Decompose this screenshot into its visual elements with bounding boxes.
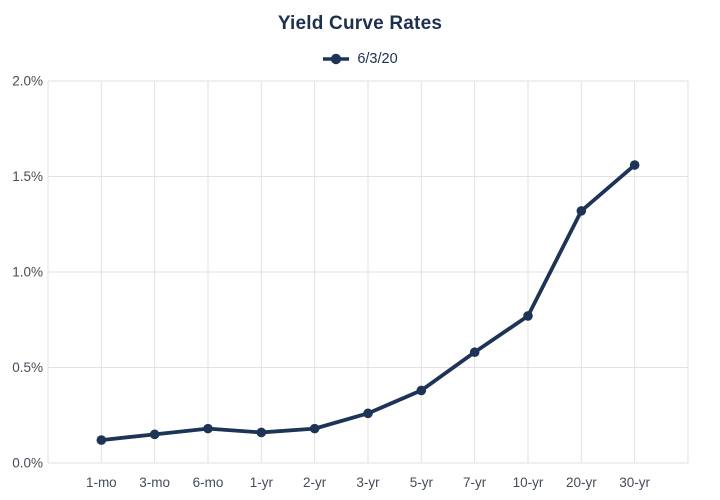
x-axis-tick-label: 10-yr bbox=[513, 475, 544, 490]
x-axis-tick-label: 1-yr bbox=[250, 475, 274, 490]
data-point bbox=[96, 435, 107, 445]
x-axis-tick-label: 6-mo bbox=[193, 475, 224, 490]
y-axis-tick-label: 0.5% bbox=[12, 360, 43, 375]
y-axis-tick-label: 1.5% bbox=[12, 169, 43, 184]
data-point bbox=[576, 206, 587, 216]
data-point bbox=[363, 408, 373, 419]
line-marker-icon bbox=[323, 53, 350, 65]
x-axis-tick-label: 2-yr bbox=[303, 475, 327, 490]
x-axis-tick-label: 3-yr bbox=[356, 475, 380, 490]
data-point bbox=[469, 347, 480, 358]
x-axis-tick-label: 20-yr bbox=[566, 475, 597, 490]
data-point bbox=[203, 423, 213, 434]
chart-title: Yield Curve Rates bbox=[277, 13, 443, 34]
legend-label: 6/3/20 bbox=[357, 51, 398, 67]
data-point bbox=[309, 423, 320, 434]
data-point bbox=[149, 429, 160, 440]
y-axis-tick-label: 2.0% bbox=[12, 74, 43, 89]
legend-item[interactable]: 6/3/20 bbox=[322, 51, 398, 67]
x-axis-tick-label: 3-mo bbox=[139, 475, 170, 490]
x-axis-tick-label: 7-yr bbox=[463, 475, 487, 490]
y-axis-tick-label: 0.0% bbox=[12, 456, 43, 471]
data-point bbox=[416, 385, 427, 396]
data-point bbox=[523, 311, 533, 321]
legend: 6/3/20 bbox=[0, 51, 720, 67]
x-axis-tick-label: 30-yr bbox=[619, 475, 650, 490]
data-point bbox=[629, 160, 640, 170]
x-axis-tick-label: 5-yr bbox=[410, 475, 434, 490]
y-axis-tick-label: 1.0% bbox=[12, 265, 43, 280]
data-point bbox=[256, 427, 267, 438]
x-axis-tick-label: 1-mo bbox=[86, 475, 117, 490]
